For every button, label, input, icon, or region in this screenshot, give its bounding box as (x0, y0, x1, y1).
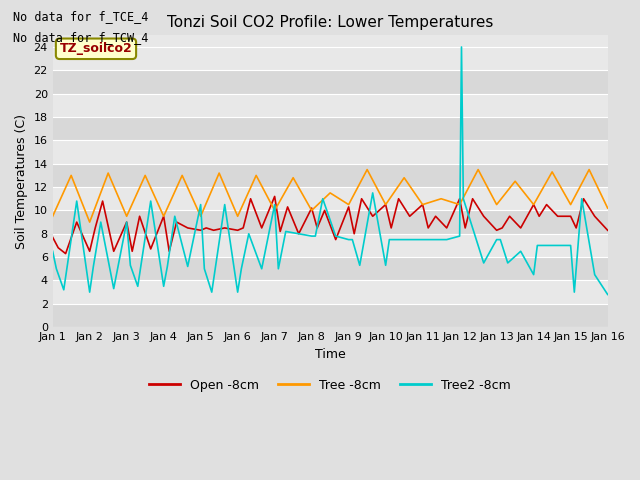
Tree -8cm (252, 172, 260, 178)
Tree -8cm (493, 202, 500, 207)
Tree -8cm (456, 202, 463, 207)
Bar (52, 210, 607, 234)
Title: Tonzi Soil CO2 Profile: Lower Temperatures: Tonzi Soil CO2 Profile: Lower Temperatur… (167, 15, 493, 30)
Bar (52, 234, 607, 257)
Line: Tree2 -8cm: Tree2 -8cm (52, 47, 607, 294)
Tree2 -8cm (171, 214, 179, 219)
Open -8cm (247, 196, 255, 202)
Text: No data for f_TCE_4: No data for f_TCE_4 (13, 10, 148, 23)
Bar (52, 47, 607, 71)
Tree -8cm (160, 214, 168, 219)
Text: No data for f_TCW_4: No data for f_TCW_4 (13, 31, 148, 44)
Bar (52, 140, 607, 164)
Tree2 -8cm (160, 283, 168, 289)
Tree -8cm (141, 172, 149, 178)
Tree -8cm (104, 170, 112, 176)
Bar (52, 164, 607, 187)
Bar (52, 280, 607, 304)
Open -8cm (62, 251, 70, 256)
Tree -8cm (271, 207, 278, 213)
Tree2 -8cm (237, 266, 245, 272)
Tree -8cm (289, 175, 297, 180)
Tree -8cm (567, 202, 575, 207)
Open -8cm (184, 225, 191, 231)
Open -8cm (165, 249, 173, 254)
Open -8cm (358, 196, 365, 202)
Bar (52, 94, 607, 117)
Tree -8cm (215, 170, 223, 176)
Bar (52, 304, 607, 327)
Tree2 -8cm (604, 291, 611, 297)
Bar (52, 257, 607, 280)
Open -8cm (604, 228, 611, 233)
Tree -8cm (586, 167, 593, 172)
Tree -8cm (364, 167, 371, 172)
Tree -8cm (604, 205, 611, 211)
Tree2 -8cm (382, 263, 390, 268)
Open -8cm (543, 202, 550, 207)
Tree -8cm (345, 202, 353, 207)
Tree -8cm (400, 175, 408, 180)
Line: Tree -8cm: Tree -8cm (52, 169, 607, 222)
Tree -8cm (67, 172, 75, 178)
Tree -8cm (86, 219, 93, 225)
Bar (52, 117, 607, 140)
Open -8cm (271, 193, 278, 199)
Bar (52, 71, 607, 94)
Tree -8cm (474, 167, 482, 172)
Tree2 -8cm (49, 249, 56, 254)
Tree -8cm (308, 207, 316, 213)
Tree2 -8cm (345, 237, 353, 242)
Legend: Open -8cm, Tree -8cm, Tree2 -8cm: Open -8cm, Tree -8cm, Tree2 -8cm (144, 374, 516, 397)
Tree -8cm (437, 196, 445, 202)
Y-axis label: Soil Temperatures (C): Soil Temperatures (C) (15, 114, 28, 249)
Tree -8cm (49, 214, 56, 219)
Tree -8cm (123, 214, 131, 219)
Tree -8cm (234, 214, 241, 219)
Open -8cm (49, 234, 56, 240)
Bar (52, 187, 607, 210)
Open -8cm (395, 196, 403, 202)
Tree -8cm (382, 202, 390, 207)
Tree -8cm (530, 202, 538, 207)
Tree -8cm (548, 169, 556, 175)
Line: Open -8cm: Open -8cm (52, 196, 607, 253)
Text: TZ_soilco2: TZ_soilco2 (60, 42, 132, 55)
Tree -8cm (197, 214, 205, 219)
Tree -8cm (419, 202, 426, 207)
Tree2 -8cm (458, 44, 465, 50)
Tree -8cm (511, 179, 519, 184)
Tree -8cm (326, 190, 334, 196)
X-axis label: Time: Time (315, 348, 346, 360)
Tree2 -8cm (534, 242, 541, 248)
Tree -8cm (179, 172, 186, 178)
